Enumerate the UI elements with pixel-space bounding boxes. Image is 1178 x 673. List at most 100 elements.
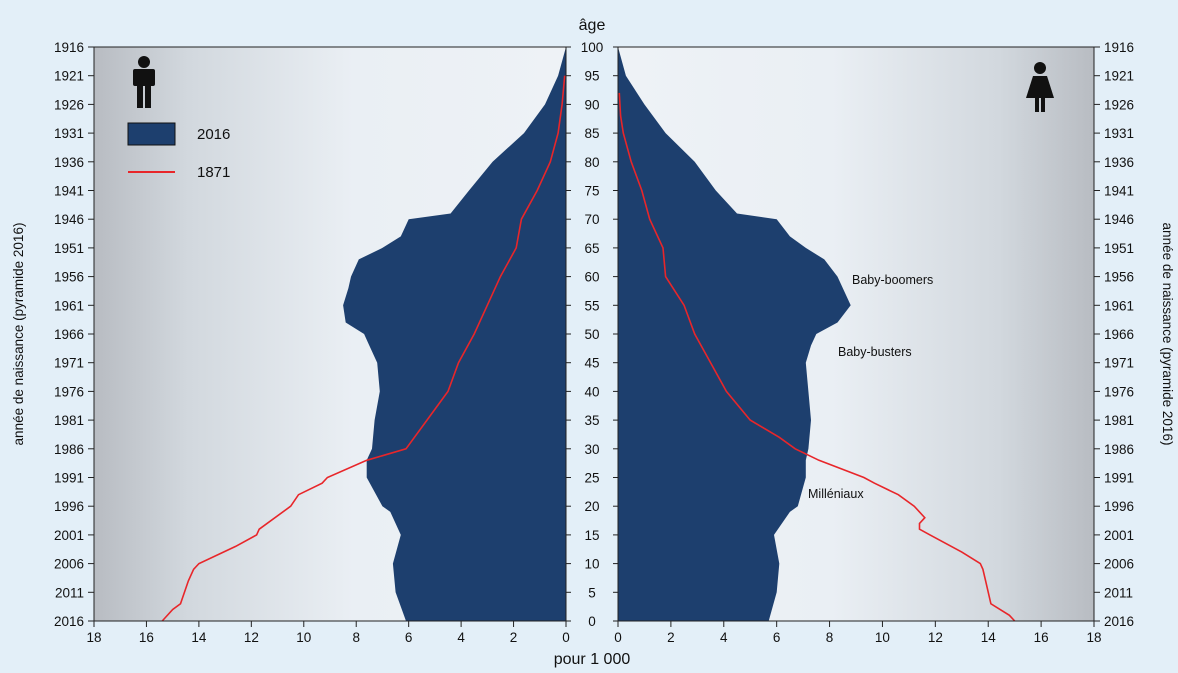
age-tick-label: 40 <box>584 384 599 399</box>
age-tick-label: 35 <box>584 413 599 428</box>
year-tick-label-left: 1966 <box>54 327 84 342</box>
year-tick-label-right: 1986 <box>1104 442 1134 457</box>
year-tick-label-left: 1931 <box>54 126 84 141</box>
year-tick-label-right: 1996 <box>1104 499 1134 514</box>
x-tick-label-right: 16 <box>1034 630 1049 645</box>
age-tick-label: 15 <box>584 528 599 543</box>
age-tick-label: 30 <box>584 442 599 457</box>
year-tick-label-right: 1916 <box>1104 40 1134 55</box>
male-icon <box>133 56 155 108</box>
x-tick-label-left: 18 <box>86 630 101 645</box>
age-tick-label: 90 <box>584 97 599 112</box>
age-tick-label: 5 <box>588 585 596 600</box>
year-tick-label-right: 1941 <box>1104 184 1134 199</box>
x-tick-label-right: 0 <box>614 630 622 645</box>
age-tick-label: 100 <box>581 40 604 55</box>
age-tick-label: 45 <box>584 356 599 371</box>
pyramid-2016-female-area <box>618 47 851 621</box>
year-tick-label-right: 1946 <box>1104 212 1134 227</box>
legend-1871-label: 1871 <box>197 164 230 181</box>
year-tick-label-left: 1941 <box>54 184 84 199</box>
year-tick-label-right: 1961 <box>1104 298 1134 313</box>
birth-year-axis-title-right: année de naissance (pyramide 2016) <box>1160 223 1175 446</box>
x-tick-label-left: 2 <box>510 630 518 645</box>
x-tick-label-right: 6 <box>773 630 781 645</box>
year-tick-label-left: 1951 <box>54 241 84 256</box>
year-tick-label-right: 1936 <box>1104 155 1134 170</box>
x-tick-label-right: 12 <box>928 630 943 645</box>
line-1871-male <box>161 75 566 622</box>
year-tick-label-left: 1986 <box>54 442 84 457</box>
year-tick-label-right: 1951 <box>1104 241 1134 256</box>
year-tick-label-left: 1991 <box>54 471 84 486</box>
age-tick-label: 20 <box>584 499 599 514</box>
year-tick-label-right: 2001 <box>1104 528 1134 543</box>
year-tick-label-left: 1956 <box>54 270 84 285</box>
x-tick-label-right: 14 <box>981 630 997 645</box>
annotation-milleniaux: Milléniaux <box>808 487 864 501</box>
x-axis-title: pour 1 000 <box>554 651 631 668</box>
age-tick-label: 95 <box>584 69 599 84</box>
birth-year-axis-title-left: année de naissance (pyramide 2016) <box>11 223 26 446</box>
age-tick-label: 60 <box>584 270 599 285</box>
x-tick-label-left: 8 <box>352 630 360 645</box>
year-tick-label-left: 1961 <box>54 298 84 313</box>
year-tick-label-left: 1976 <box>54 384 84 399</box>
year-tick-label-right: 1931 <box>1104 126 1134 141</box>
x-tick-label-left: 16 <box>139 630 154 645</box>
x-tick-label-right: 2 <box>667 630 675 645</box>
year-tick-label-left: 2001 <box>54 528 84 543</box>
age-tick-label: 10 <box>584 557 599 572</box>
legend-2016-swatch <box>127 122 176 146</box>
year-tick-label-right: 1921 <box>1104 69 1134 84</box>
year-tick-label-right: 2006 <box>1104 557 1134 572</box>
legend-2016-label: 2016 <box>197 126 230 143</box>
x-tick-label-left: 4 <box>457 630 465 645</box>
year-tick-label-left: 2011 <box>55 585 84 600</box>
x-tick-label-right: 4 <box>720 630 728 645</box>
age-tick-label: 0 <box>588 614 596 629</box>
year-tick-label-left: 1921 <box>54 69 84 84</box>
year-tick-label-left: 1946 <box>54 212 84 227</box>
year-tick-label-right: 1976 <box>1104 384 1134 399</box>
age-tick-label: 50 <box>584 327 599 342</box>
line-1871-female <box>618 92 1016 622</box>
annotation-baby-busters: Baby-busters <box>838 345 912 359</box>
year-tick-label-right: 1966 <box>1104 327 1134 342</box>
age-tick-label: 25 <box>584 471 599 486</box>
age-axis-title: âge <box>579 17 606 34</box>
year-tick-label-left: 1971 <box>54 356 84 371</box>
age-tick-label: 55 <box>584 298 599 313</box>
year-tick-label-left: 1916 <box>54 40 84 55</box>
x-tick-label-left: 12 <box>244 630 259 645</box>
annotation-baby-boomers: Baby-boomers <box>852 273 933 287</box>
year-tick-label-right: 1981 <box>1104 413 1134 428</box>
age-tick-label: 75 <box>584 184 599 199</box>
x-tick-label-right: 10 <box>875 630 890 645</box>
year-tick-label-right: 1971 <box>1104 356 1134 371</box>
age-tick-label: 65 <box>584 241 599 256</box>
x-tick-label-left: 14 <box>191 630 207 645</box>
year-tick-label-right: 2016 <box>1104 614 1134 629</box>
year-tick-label-right: 2011 <box>1104 585 1133 600</box>
year-tick-label-left: 2006 <box>54 557 84 572</box>
year-tick-label-left: 1936 <box>54 155 84 170</box>
female-icon <box>1026 62 1054 112</box>
pyramid-2016-male-area <box>343 47 566 621</box>
year-tick-label-left: 1996 <box>54 499 84 514</box>
x-tick-label-left: 6 <box>405 630 413 645</box>
year-tick-label-right: 1926 <box>1104 97 1134 112</box>
year-tick-label-left: 2016 <box>54 614 84 629</box>
x-tick-label-left: 10 <box>296 630 311 645</box>
age-tick-label: 70 <box>584 212 599 227</box>
year-tick-label-left: 1926 <box>54 97 84 112</box>
x-tick-label-left: 0 <box>562 630 570 645</box>
year-tick-label-right: 1956 <box>1104 270 1134 285</box>
x-tick-label-right: 8 <box>826 630 834 645</box>
age-tick-label: 85 <box>584 126 599 141</box>
year-tick-label-right: 1991 <box>1104 471 1134 486</box>
year-tick-label-left: 1981 <box>54 413 84 428</box>
